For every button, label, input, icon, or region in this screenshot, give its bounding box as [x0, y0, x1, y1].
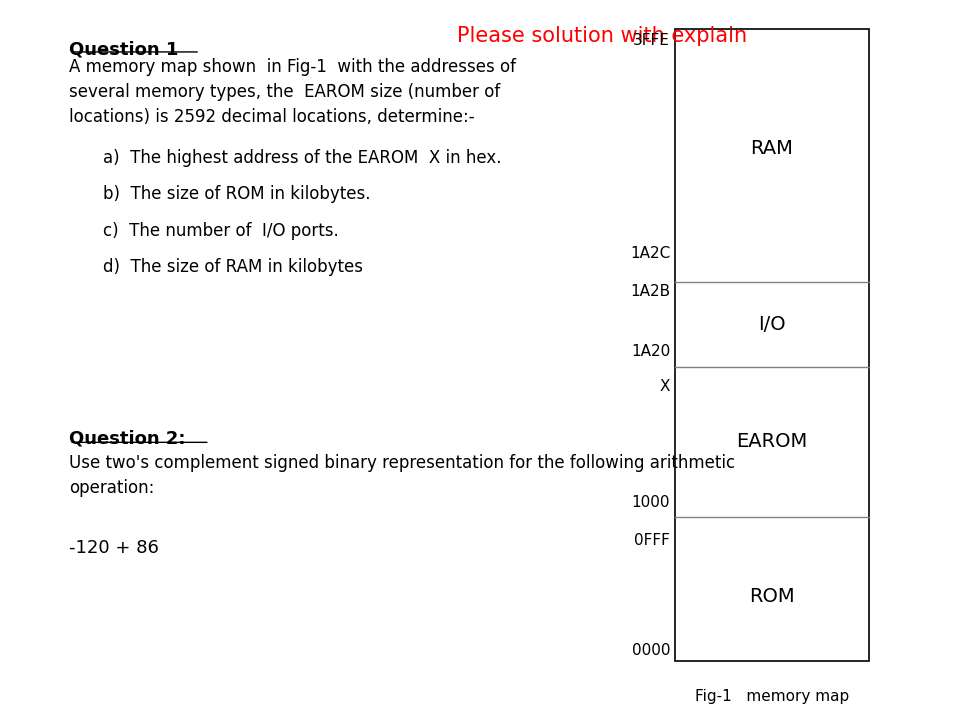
Text: Fig-1   memory map: Fig-1 memory map [695, 689, 850, 705]
FancyBboxPatch shape [675, 30, 869, 661]
Text: -120 + 86: -120 + 86 [69, 539, 159, 557]
Text: Question 2:: Question 2: [69, 430, 186, 447]
Text: I/O: I/O [758, 315, 785, 334]
Text: ROM: ROM [749, 587, 795, 606]
Text: 1A2B: 1A2B [630, 284, 670, 298]
Text: 0FFF: 0FFF [635, 533, 670, 548]
Text: Question 1: Question 1 [69, 40, 179, 58]
Text: Please solution with explain: Please solution with explain [457, 26, 747, 46]
Text: d)  The size of RAM in kilobytes: d) The size of RAM in kilobytes [103, 258, 364, 277]
Text: X: X [660, 379, 670, 394]
Text: A memory map shown  in Fig-1  with the addresses of
several memory types, the  E: A memory map shown in Fig-1 with the add… [69, 57, 516, 125]
Text: 3FFE: 3FFE [634, 33, 670, 48]
Text: RAM: RAM [750, 140, 793, 158]
Text: 1000: 1000 [632, 496, 670, 510]
Text: Use two's complement signed binary representation for the following arithmetic
o: Use two's complement signed binary repre… [69, 454, 736, 497]
Text: 1A2C: 1A2C [630, 246, 670, 261]
Text: a)  The highest address of the EAROM  X in hex.: a) The highest address of the EAROM X in… [103, 149, 502, 167]
Text: c)  The number of  I/O ports.: c) The number of I/O ports. [103, 222, 339, 240]
Text: b)  The size of ROM in kilobytes.: b) The size of ROM in kilobytes. [103, 185, 370, 203]
Text: EAROM: EAROM [737, 432, 808, 452]
Text: 0000: 0000 [632, 643, 670, 658]
Text: 1A20: 1A20 [631, 345, 670, 359]
